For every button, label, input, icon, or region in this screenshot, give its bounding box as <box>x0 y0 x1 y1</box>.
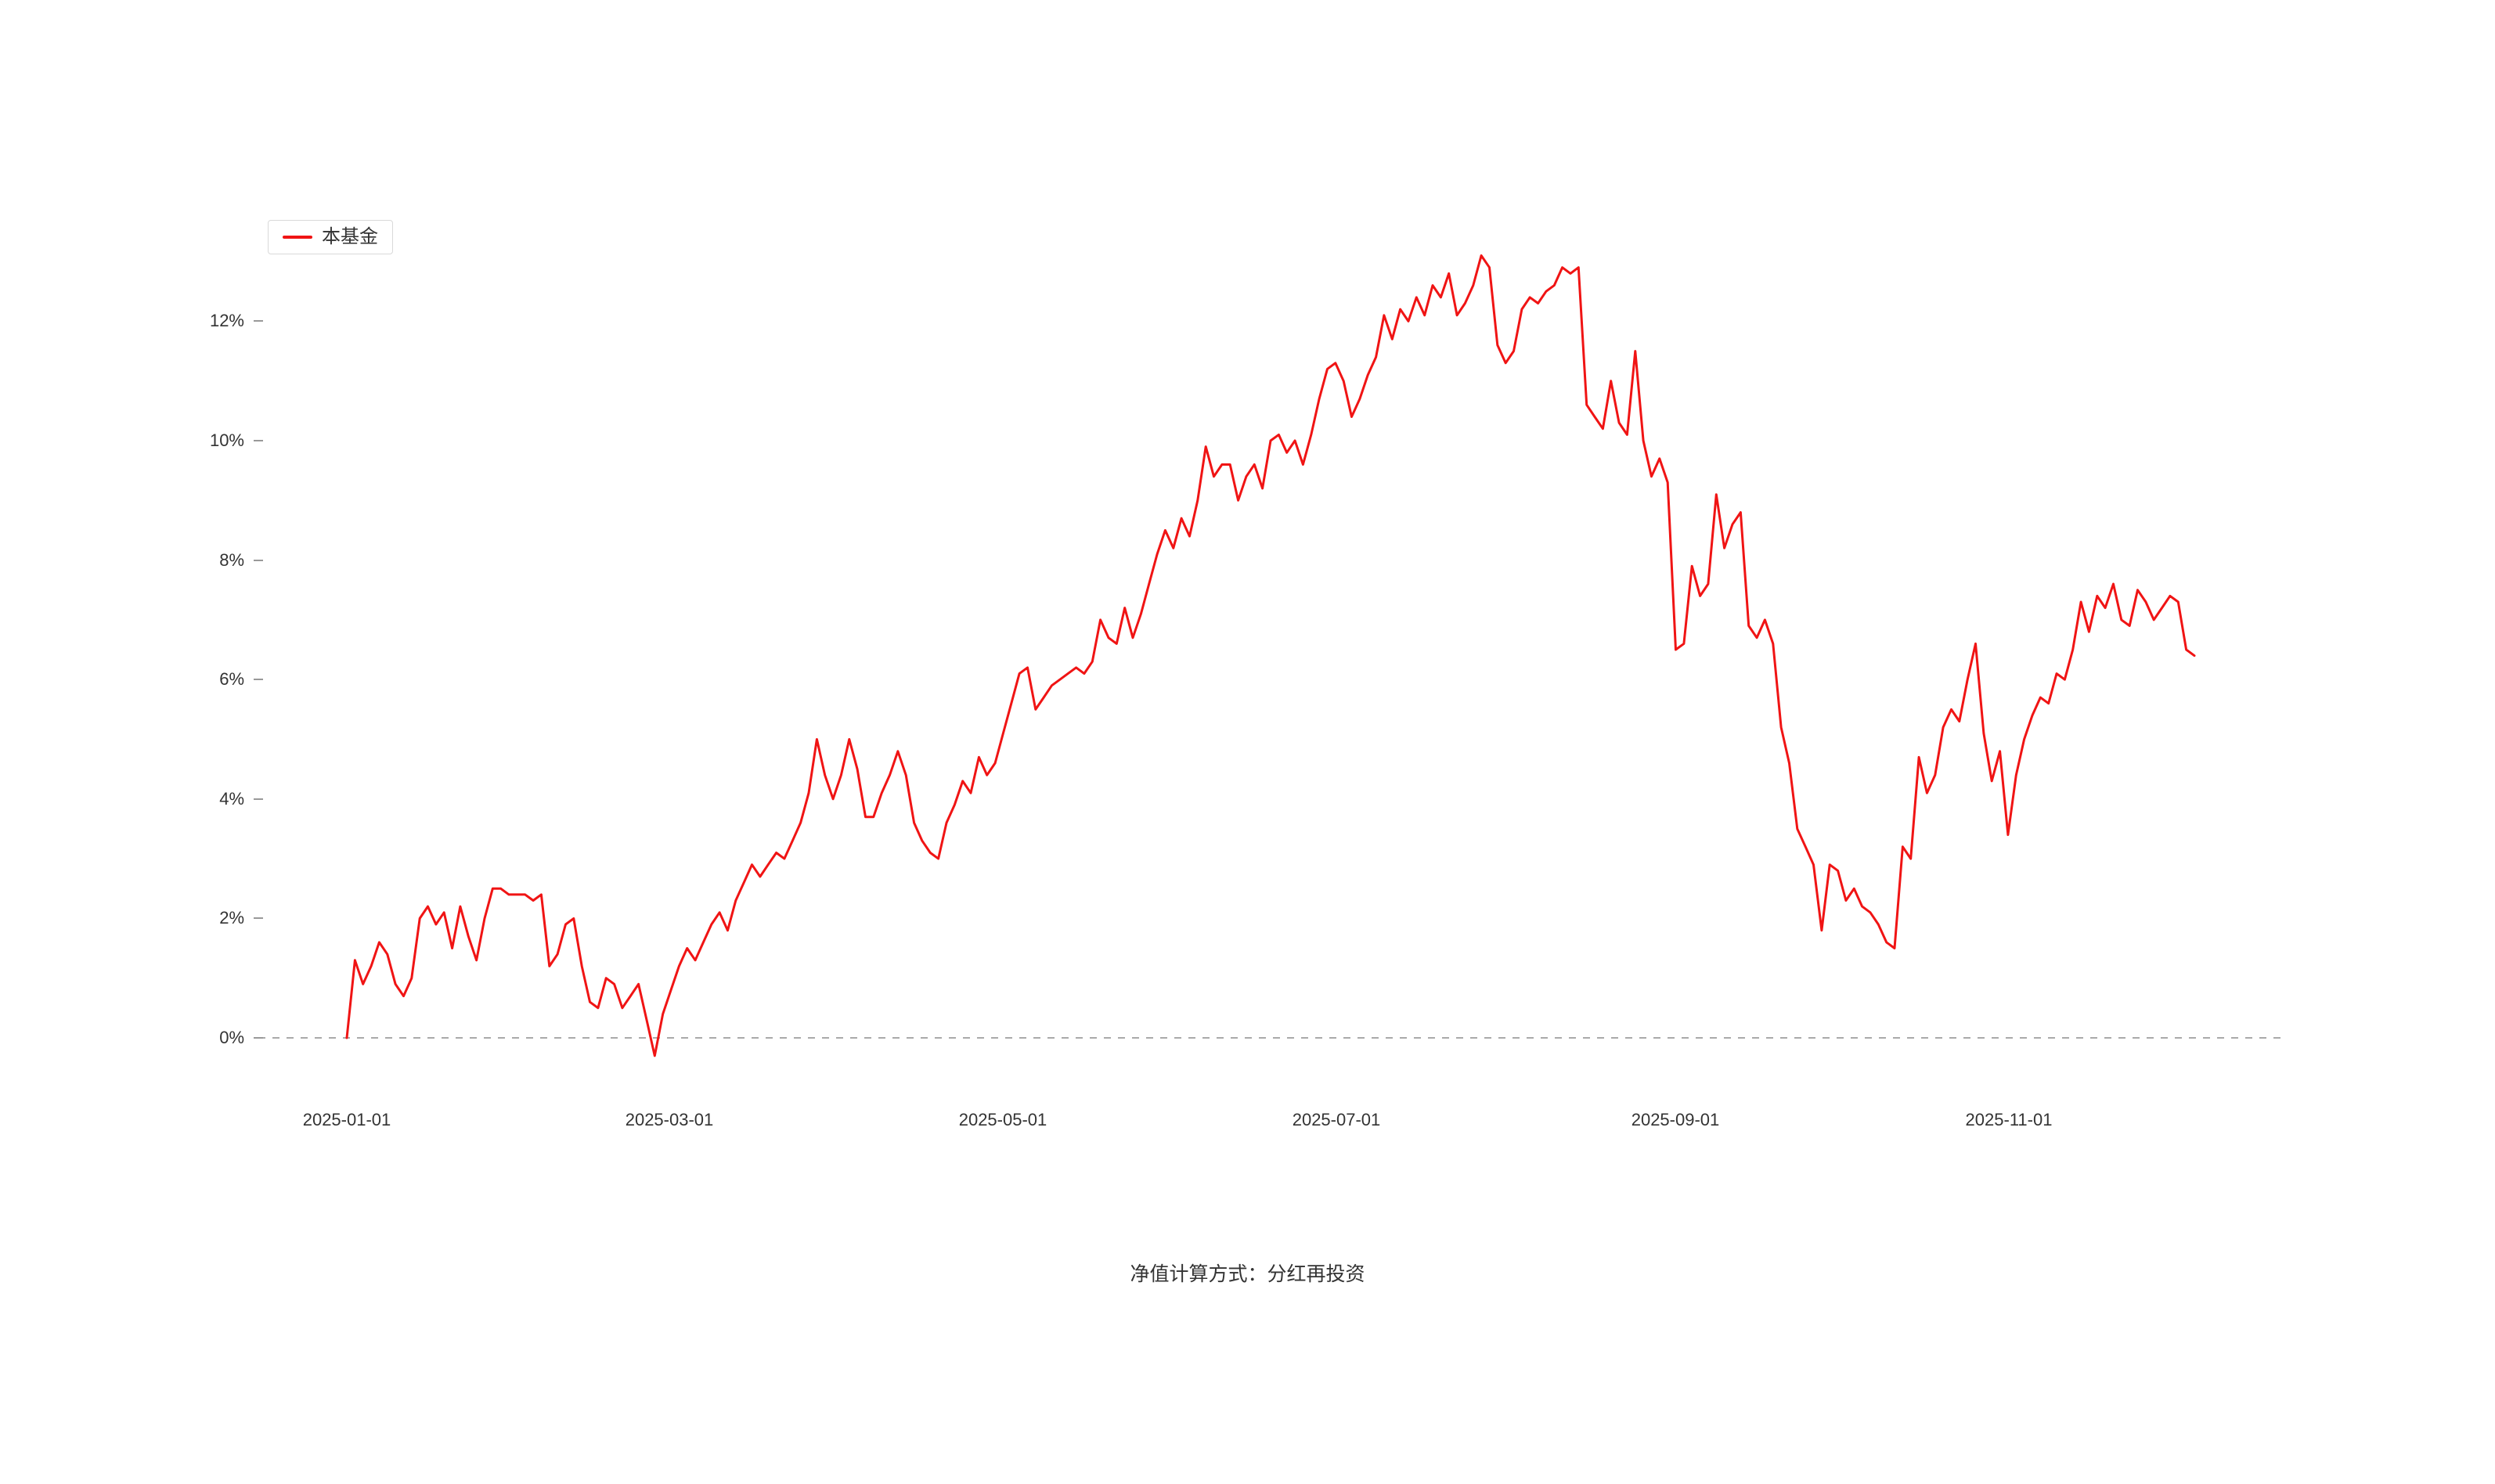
y-axis-tick-mark <box>254 798 263 800</box>
y-axis-tick-label: 2% <box>219 908 244 928</box>
x-axis-tick-label: 2025-05-01 <box>958 1110 1047 1129</box>
nav-calculation-footnote: 净值计算方式：分红再投资 <box>1130 1263 1365 1285</box>
x-axis-tick-label: 2025-11-01 <box>1965 1110 2053 1129</box>
y-axis-tick-mark <box>254 1037 263 1039</box>
y-axis-tick-mark <box>254 320 263 322</box>
fund-series-line <box>345 254 2196 1057</box>
y-axis-tick-mark <box>254 679 263 681</box>
legend-line-swatch <box>283 236 312 239</box>
y-axis-tick-mark <box>254 440 263 441</box>
x-axis-tick-label: 2025-03-01 <box>625 1110 714 1129</box>
y-axis-tick-label: 6% <box>219 669 244 690</box>
x-axis-tick-label: 2025-09-01 <box>1631 1110 1720 1129</box>
y-axis-tick-mark <box>254 559 263 561</box>
legend-label: 本基金 <box>322 226 378 247</box>
y-axis-tick-label: 0% <box>219 1028 244 1047</box>
legend-item-fund[interactable]: 本基金 <box>268 220 393 254</box>
y-axis-tick-label: 4% <box>219 788 244 809</box>
x-axis-tick-label: 2025-01-01 <box>302 1110 391 1129</box>
y-axis-tick-label: 12% <box>209 311 244 331</box>
y-axis-tick-label: 10% <box>209 430 244 450</box>
y-axis-tick-label: 8% <box>219 549 244 570</box>
x-axis-tick-label: 2025-07-01 <box>1292 1110 1381 1129</box>
y-axis-tick-mark <box>254 917 263 920</box>
